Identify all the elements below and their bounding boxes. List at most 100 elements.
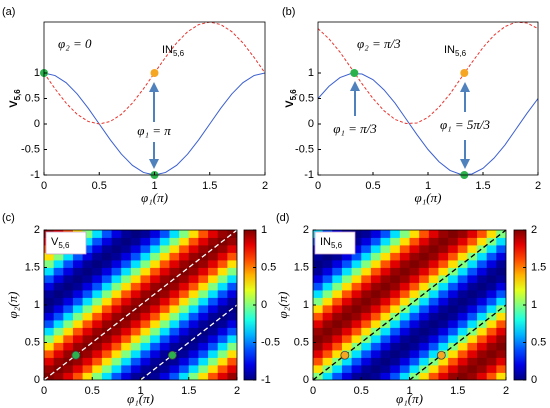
annotation: φ₂ = π/3 [357, 36, 401, 51]
heat-cell [438, 290, 449, 298]
heat-cell [101, 260, 112, 268]
heat-cell [438, 282, 449, 291]
heat-cell [477, 282, 488, 291]
heat-cell [82, 342, 93, 351]
heat-cell [72, 297, 83, 306]
x-tick-label: 1.5 [475, 180, 490, 192]
heat-cell [53, 290, 64, 298]
heat-cell [198, 350, 209, 358]
heat-cell [227, 320, 237, 328]
heat-cell [101, 237, 112, 246]
heat-cell [198, 365, 209, 373]
heat-cell [486, 305, 497, 313]
heat-cell [130, 312, 141, 321]
heat-cell [159, 335, 170, 343]
heat-cell [351, 305, 362, 313]
colorbar-tick-label: -1 [261, 374, 271, 386]
heat-cell [496, 282, 506, 291]
heat-cell [370, 237, 381, 246]
heat-cell [486, 372, 497, 380]
heat-cell [101, 350, 112, 358]
heat-cell [44, 327, 55, 336]
heat-cell [63, 350, 74, 358]
y-tick-label: 0 [34, 374, 40, 386]
heat-cell [486, 312, 497, 321]
heat-cell [208, 327, 219, 336]
heat-cell [208, 260, 219, 268]
heat-cell [322, 290, 333, 298]
heat-cell [390, 305, 401, 313]
heat-cell [428, 260, 439, 268]
heat-cell [370, 312, 381, 321]
heat-cell [351, 297, 362, 306]
heat-cell [179, 290, 190, 298]
heat-cell [63, 260, 74, 268]
heat-cell [101, 305, 112, 313]
x-axis-label: φ₁(π) [141, 190, 168, 205]
heat-cell [409, 335, 420, 343]
heat-cell [179, 312, 190, 321]
heat-cell [428, 342, 439, 351]
heat-cell [121, 365, 132, 373]
heat-cell [322, 357, 333, 366]
heat-cell [130, 230, 141, 238]
heat-cell [44, 357, 55, 366]
heat-cell [72, 275, 83, 283]
heat-cell [72, 305, 83, 313]
heat-cell [130, 357, 141, 366]
heat-cell [438, 372, 449, 380]
heat-cell [332, 305, 343, 313]
heat-cell [227, 372, 237, 380]
heat-cell [150, 230, 161, 238]
y-axis-label: V5,6 [284, 89, 298, 108]
heat-cell [351, 230, 362, 238]
heat-cell [44, 335, 55, 343]
heat-cell [82, 267, 93, 276]
heat-cell [111, 252, 122, 261]
heat-cell [496, 297, 506, 306]
guide-line [140, 304, 237, 380]
heat-cell [217, 267, 228, 276]
x-tick-label: 0 [41, 385, 47, 397]
heat-cell [380, 252, 391, 261]
y-tick-label: 0.5 [299, 92, 314, 104]
marker [460, 69, 469, 77]
heat-cell [101, 290, 112, 298]
heat-cell [313, 297, 324, 306]
x-tick-label: 0 [41, 180, 47, 192]
heat-cell [198, 312, 209, 321]
heat-cell [63, 320, 74, 328]
heat-cell [322, 320, 333, 328]
heat-cell [227, 260, 237, 268]
heat-cell [361, 297, 372, 306]
heat-cell [130, 342, 141, 351]
heat-cell [341, 305, 352, 313]
heat-cell [101, 245, 112, 253]
heat-cell [428, 237, 439, 246]
heat-cell [467, 275, 478, 283]
heat-cell [399, 297, 410, 306]
heat-cell [101, 372, 112, 380]
heat-cell [63, 372, 74, 380]
heat-cell [380, 342, 391, 351]
heat-cell [399, 335, 410, 343]
heat-cell [150, 237, 161, 246]
heat-cell [188, 252, 199, 261]
heat-cell [44, 312, 55, 321]
heat-cell [227, 357, 237, 366]
heat-cell [390, 312, 401, 321]
heat-cell [477, 252, 488, 261]
heat-cell [82, 282, 93, 291]
heat-cell [448, 252, 459, 261]
heat-cell [428, 320, 439, 328]
x-tick-label: 2 [535, 180, 541, 192]
heat-cell [198, 357, 209, 366]
heat-cell [351, 335, 362, 343]
heat-cell [169, 282, 180, 291]
heat-cell [140, 357, 151, 366]
heat-cell [419, 327, 430, 336]
y-tick-label: 0.5 [294, 336, 309, 348]
heat-cell [63, 312, 74, 321]
heat-cell [82, 357, 93, 366]
heat-cell [169, 260, 180, 268]
